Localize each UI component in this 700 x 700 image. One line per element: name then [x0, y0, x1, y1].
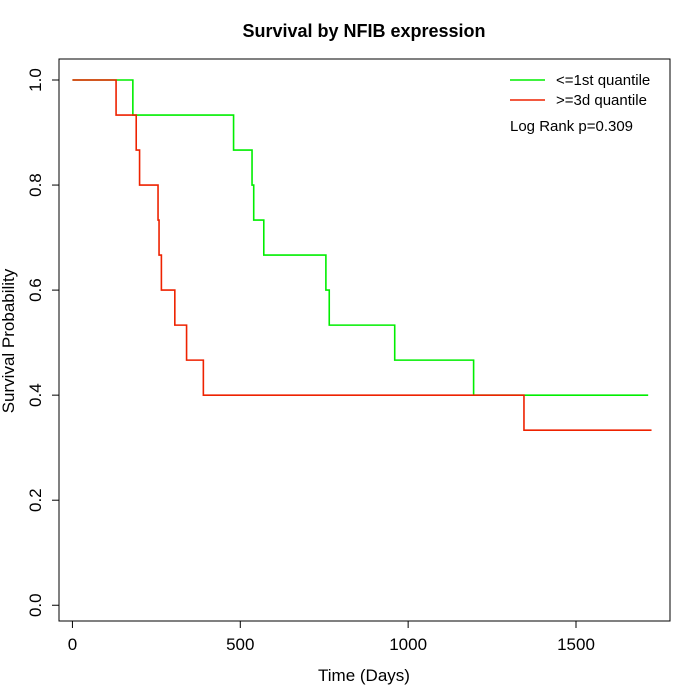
x-axis: 0 500 1000 1500	[68, 620, 595, 654]
y-tick-label: 0.0	[26, 593, 45, 617]
series-group	[72, 79, 652, 431]
y-tick-label: 0.6	[26, 278, 45, 302]
y-tick-label: 1.0	[26, 68, 45, 92]
log-rank-annotation: Log Rank p=0.309	[510, 118, 633, 135]
legend-label-low: <=1st quantile	[556, 72, 650, 89]
y-tick-label: 0.2	[26, 488, 45, 512]
y-axis: 0.0 0.2 0.4 0.6 0.8 1.0	[26, 68, 60, 617]
series-line-high-quantile	[72, 79, 652, 431]
y-tick-label: 0.4	[26, 383, 45, 407]
series-line-low-quantile	[72, 79, 649, 396]
x-tick-label: 500	[226, 635, 254, 654]
y-axis-label: Survival Probability	[0, 268, 18, 413]
x-axis-label: Time (Days)	[318, 666, 410, 685]
x-tick-label: 1000	[389, 635, 427, 654]
x-tick-label: 0	[68, 635, 77, 654]
y-tick-label: 0.8	[26, 173, 45, 197]
x-tick-label: 1500	[557, 635, 595, 654]
legend: <=1st quantile >=3d quantile	[510, 72, 650, 109]
plot-frame	[58, 58, 671, 622]
legend-label-high: >=3d quantile	[556, 92, 647, 109]
chart-title: Survival by NFIB expression	[242, 21, 485, 41]
